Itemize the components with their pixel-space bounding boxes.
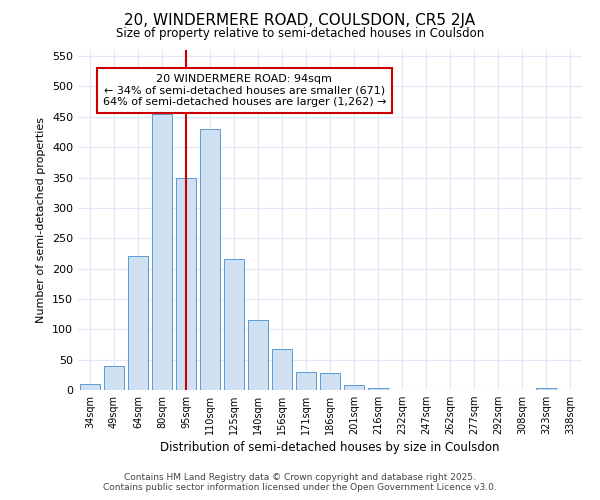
Y-axis label: Number of semi-detached properties: Number of semi-detached properties <box>37 117 46 323</box>
Bar <box>272 348 292 390</box>
Bar <box>224 260 244 390</box>
Bar <box>80 384 100 390</box>
Bar <box>152 114 172 390</box>
Bar <box>176 178 196 390</box>
Text: 20 WINDERMERE ROAD: 94sqm
← 34% of semi-detached houses are smaller (671)
64% of: 20 WINDERMERE ROAD: 94sqm ← 34% of semi-… <box>103 74 386 107</box>
Bar <box>296 372 316 390</box>
Bar <box>200 129 220 390</box>
Bar <box>128 256 148 390</box>
Bar <box>536 388 556 390</box>
Bar <box>368 388 388 390</box>
Text: Contains HM Land Registry data © Crown copyright and database right 2025.
Contai: Contains HM Land Registry data © Crown c… <box>103 473 497 492</box>
Bar <box>248 320 268 390</box>
Bar <box>344 385 364 390</box>
Text: 20, WINDERMERE ROAD, COULSDON, CR5 2JA: 20, WINDERMERE ROAD, COULSDON, CR5 2JA <box>124 12 476 28</box>
Text: Size of property relative to semi-detached houses in Coulsdon: Size of property relative to semi-detach… <box>116 28 484 40</box>
X-axis label: Distribution of semi-detached houses by size in Coulsdon: Distribution of semi-detached houses by … <box>160 442 500 454</box>
Bar <box>104 366 124 390</box>
Bar <box>320 373 340 390</box>
